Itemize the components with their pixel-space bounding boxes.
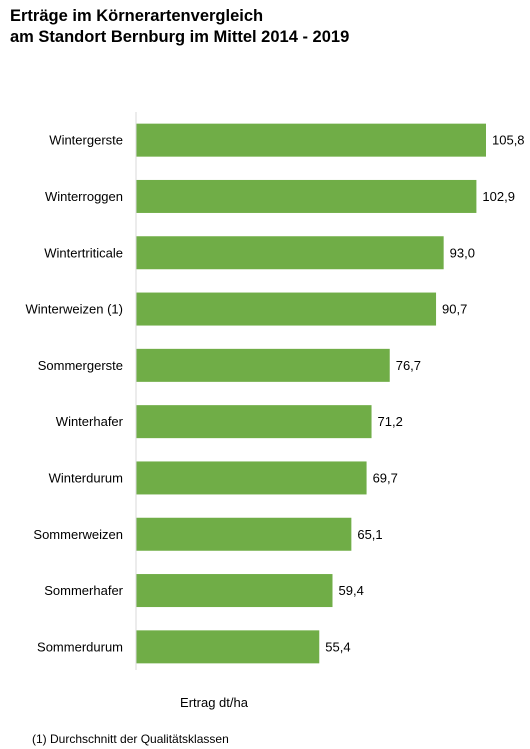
bars-group: Wintergerste 105,8 Winterroggen 102,9 Winter… <box>25 123 525 664</box>
bar-chart: Wintergerste 105,8 Winterroggen 102,9 Winter… <box>25 112 525 710</box>
value-label: 93,0 <box>450 245 475 260</box>
bar <box>136 461 367 495</box>
value-label: 102,9 <box>482 189 515 204</box>
bar <box>136 630 320 664</box>
bar <box>136 123 486 157</box>
value-label: 55,4 <box>325 639 350 654</box>
bar <box>136 236 444 270</box>
value-label: 76,7 <box>396 358 421 373</box>
footnote: (1) Durchschnitt der Qualitätsklassen <box>32 732 229 746</box>
category-label: Wintertriticale <box>44 245 123 260</box>
value-label: 65,1 <box>357 527 382 542</box>
bar <box>136 405 372 439</box>
value-label: 105,8 <box>492 133 525 148</box>
value-label: 90,7 <box>442 302 467 317</box>
chart-title-line-1: Erträge im Körnerartenvergleich <box>10 7 264 25</box>
chart-title: Erträge im Körnerartenvergleich am Stand… <box>10 6 349 48</box>
bar <box>136 179 477 213</box>
bar <box>136 517 352 551</box>
category-label: Sommerweizen <box>33 527 123 542</box>
category-label: Winterweizen (1) <box>25 302 123 317</box>
category-label: Winterhafer <box>56 414 124 429</box>
value-label: 71,2 <box>378 414 403 429</box>
category-label: Sommerhafer <box>44 583 123 598</box>
chart-title-line-2: am Standort Bernburg im Mittel 2014 - 20… <box>10 28 350 46</box>
x-axis-label: Ertrag dt/ha <box>180 695 249 710</box>
bar <box>136 292 437 326</box>
bar <box>136 348 390 382</box>
value-label: 69,7 <box>373 470 398 485</box>
category-label: Winterdurum <box>49 470 123 485</box>
value-label: 59,4 <box>339 583 364 598</box>
bar <box>136 574 333 608</box>
category-label: Sommergerste <box>38 358 123 373</box>
category-label: Winterroggen <box>45 189 123 204</box>
category-label: Sommerdurum <box>37 639 123 654</box>
category-label: Wintergerste <box>49 133 123 148</box>
